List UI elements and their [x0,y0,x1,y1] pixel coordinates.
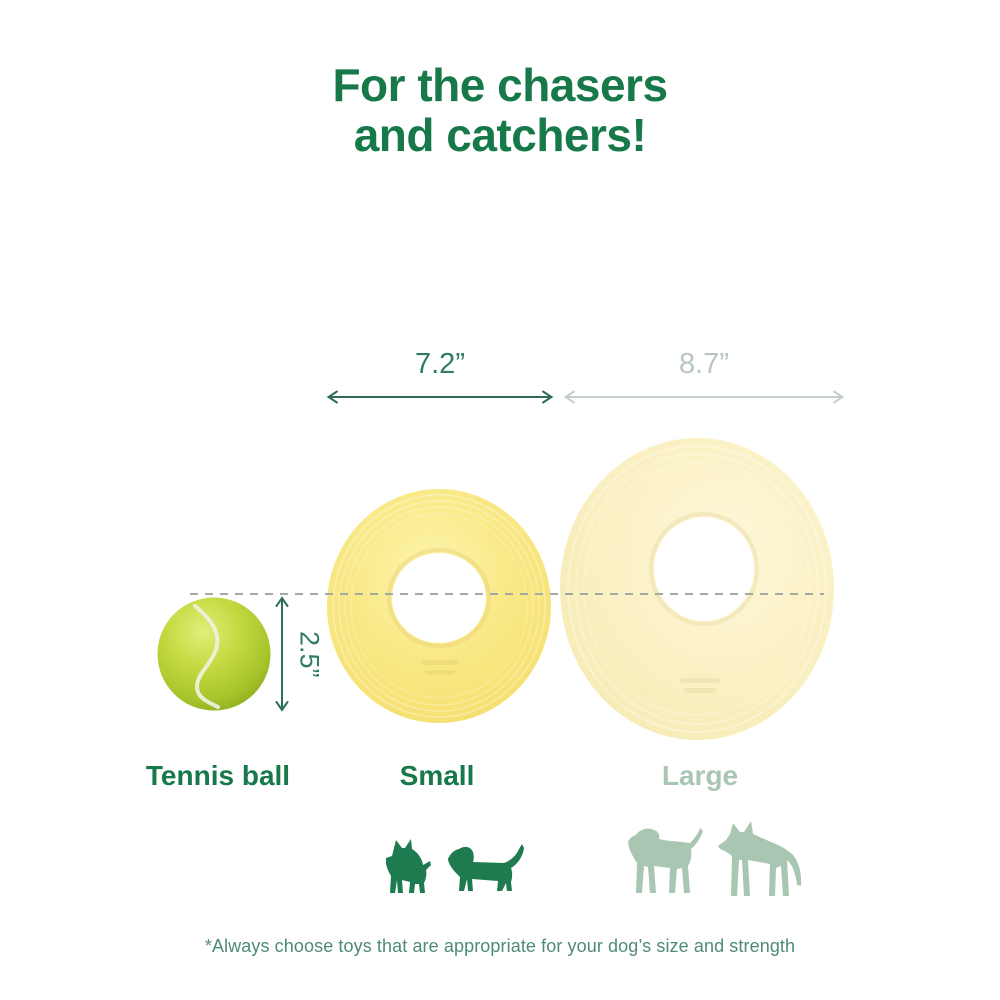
footnote-text: *Always choose toys that are appropriate… [204,936,796,956]
ball-height-label: 2.5” [294,630,325,678]
tennis-ball-label: Tennis ball [145,760,291,791]
small-diameter-label: 7.2” [415,348,465,380]
embossed-logo-icon [680,678,720,693]
page-title: For the chasers and catchers! [0,60,1000,160]
height-reference-dashed-line [190,593,824,595]
tennis-ball-image [157,597,271,711]
large-diameter-label: 8.7” [679,348,729,380]
large-size-label: Large [661,760,739,791]
double-arrow-icon-small-width [326,390,554,404]
terrier-icon [386,839,431,893]
double-arrow-icon-ball-height [275,596,289,712]
labrador-icon [628,828,703,893]
dachshund-icon [448,844,524,891]
small-size-label: Small [399,760,475,791]
embossed-logo-icon [421,660,459,675]
german-shepherd-icon [718,821,802,896]
page-title-line1: For the chasers [332,59,668,111]
small-disc-image [327,489,551,723]
page-title-line2: and catchers! [353,109,647,161]
tennis-ball-seam [193,604,220,709]
large-disc-image [560,438,834,740]
double-arrow-icon-large-width [563,390,845,404]
